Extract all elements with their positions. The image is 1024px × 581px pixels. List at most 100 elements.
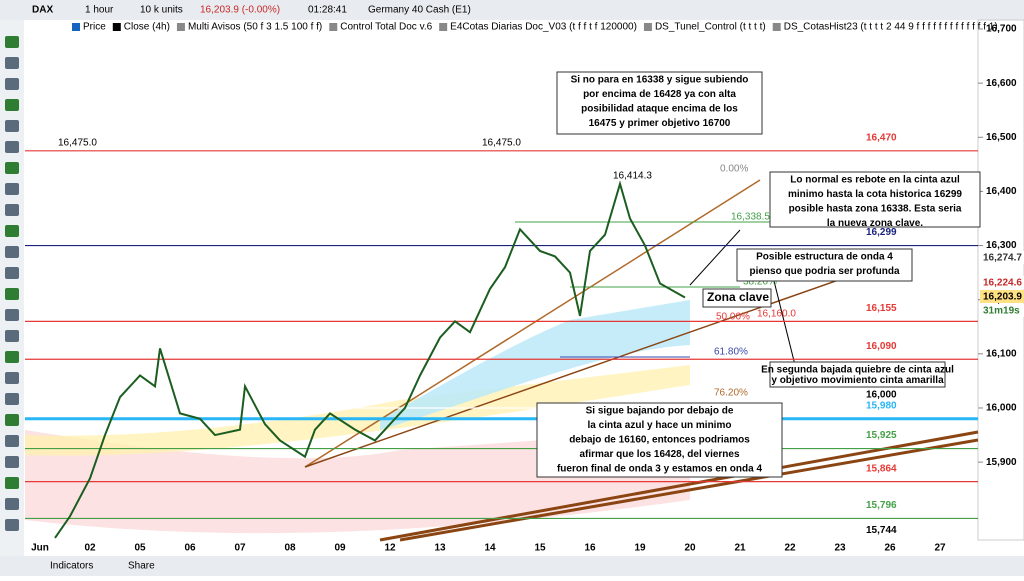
x-tick-label: 02	[84, 543, 96, 554]
x-tick-label: 05	[134, 543, 146, 554]
fib-label: 38.20%	[743, 277, 777, 288]
tool-icon[interactable]	[5, 162, 19, 174]
tool-icon[interactable]	[5, 330, 19, 342]
level-label: 15,864	[866, 463, 897, 474]
annotation-box	[556, 71, 763, 135]
tool-icon[interactable]	[5, 372, 19, 384]
x-tick-label: 15	[534, 543, 546, 554]
annotation-box	[769, 171, 981, 228]
trend-line	[399, 438, 979, 542]
tool-icon[interactable]	[5, 435, 19, 447]
bottom-bar	[0, 556, 1024, 576]
level-label: 16,000	[866, 390, 897, 401]
tool-icon[interactable]	[5, 204, 19, 216]
level-label: 15,925	[866, 430, 897, 441]
arrow	[769, 264, 796, 366]
tool-icon[interactable]	[5, 309, 19, 321]
y-tick-label: 16,700	[986, 24, 1017, 35]
annotation-line: afirmar que los 16428, del viernes	[579, 449, 740, 460]
timeframe[interactable]: 1 hour	[85, 5, 114, 16]
x-tick-label: 16	[584, 543, 596, 554]
tool-icon[interactable]	[5, 225, 19, 237]
texts: DAX 1 hour 10 k units 16,203.9 (-0.00%) …	[32, 5, 796, 572]
tool-icon[interactable]	[5, 414, 19, 426]
legend-item: DS_Tunel_Control (t t t t)	[655, 22, 766, 33]
tool-icon[interactable]	[5, 456, 19, 468]
indicators-button[interactable]: Indicators	[50, 561, 93, 572]
legend-swatch	[439, 23, 448, 31]
x-tick-label: 06	[184, 543, 196, 554]
fib-label: 16,160.0	[757, 309, 796, 320]
x-tick-label: 27	[934, 543, 946, 554]
level-label: 16,475.0	[482, 138, 521, 149]
tool-icon[interactable]	[5, 267, 19, 279]
share-button[interactable]: Share	[128, 561, 155, 572]
y-tick-label: 16,500	[986, 132, 1017, 143]
legend-item: Control Total Doc v.6	[340, 22, 432, 33]
x-tick-label: 21	[734, 543, 746, 554]
ribbon-cyan	[380, 300, 690, 430]
tool-icon[interactable]	[5, 99, 19, 111]
annotation-line: 16475 y primer objetivo 16700	[589, 118, 731, 129]
x-tick-label: 09	[334, 543, 346, 554]
legend-swatch	[643, 23, 652, 31]
tool-icon[interactable]	[5, 351, 19, 363]
annotation-line: y objetivo movimiento cinta amarilla	[771, 375, 944, 386]
tool-icon[interactable]	[5, 246, 19, 258]
price-badge-label: 31m19s	[983, 306, 1020, 317]
level-label: 15,980	[866, 400, 897, 411]
tool-icon[interactable]	[5, 36, 19, 48]
units[interactable]: 10 k units	[140, 5, 183, 16]
tool-icon[interactable]	[5, 288, 19, 300]
tool-icon[interactable]	[5, 393, 19, 405]
level-label: 16,299	[866, 227, 897, 238]
time: 01:28:41	[308, 5, 347, 16]
annotation-line: pienso que podria ser profunda	[749, 266, 899, 277]
x-tick-label: 22	[784, 543, 796, 554]
x-tick-label: 07	[234, 543, 246, 554]
price-line	[54, 180, 686, 539]
tool-icon[interactable]	[5, 120, 19, 132]
x-tick-label: Jun	[31, 543, 49, 554]
price-badge	[980, 276, 1024, 289]
fib-label: 16,338.5	[731, 212, 770, 223]
instrument[interactable]: DAX	[32, 5, 53, 16]
toolbar	[0, 0, 1024, 20]
tool-icon[interactable]	[5, 498, 19, 510]
annotation-line: posible hasta zona 16338. Esta seria	[789, 204, 962, 215]
legend-item: Price	[83, 22, 106, 33]
annotation-line: Posible estructura de onda 4	[756, 252, 893, 263]
tool-icon[interactable]	[5, 78, 19, 90]
y-tick-label: 16,100	[986, 348, 1017, 359]
ribbon-yellow	[25, 365, 690, 456]
legend-swatch	[176, 23, 185, 31]
x-tick-label: 26	[884, 543, 896, 554]
x-tick-label: 12	[384, 543, 396, 554]
y-tick-label: 15,900	[986, 457, 1017, 468]
tool-icon[interactable]	[5, 57, 19, 69]
level-label: 16,155	[866, 303, 897, 314]
annotation-line: fueron final de onda 3 y estamos en onda…	[557, 464, 762, 475]
x-tick-label: 13	[434, 543, 446, 554]
arrow	[689, 229, 741, 286]
tool-icon[interactable]	[5, 519, 19, 531]
annotation-line: la cinta azul y hace un minimo	[588, 420, 732, 431]
fib-label: 61.80%	[714, 347, 748, 358]
x-tick-label: 23	[834, 543, 846, 554]
annotation-line: Si no para en 16338 y sigue subiendo	[571, 75, 749, 86]
peak-label: 16,414.3	[613, 171, 652, 182]
tool-icon[interactable]	[5, 183, 19, 195]
tool-icon[interactable]	[5, 141, 19, 153]
price-badge-label: 16,224.6	[983, 278, 1022, 289]
tool-icon[interactable]	[5, 477, 19, 489]
price-badge	[980, 304, 1024, 317]
trend-line	[379, 430, 979, 542]
zone-box	[702, 288, 772, 308]
legend-item: DS_CotasHist23 (t t t t 2 44 9 f f f f f…	[784, 22, 998, 33]
legend-swatch	[72, 23, 80, 31]
y-tick-label: 16,300	[986, 240, 1017, 251]
legend-swatch	[112, 23, 121, 31]
level-label: 16,090	[866, 341, 897, 352]
annotation-line: posibilidad ataque encima de los	[581, 104, 738, 115]
